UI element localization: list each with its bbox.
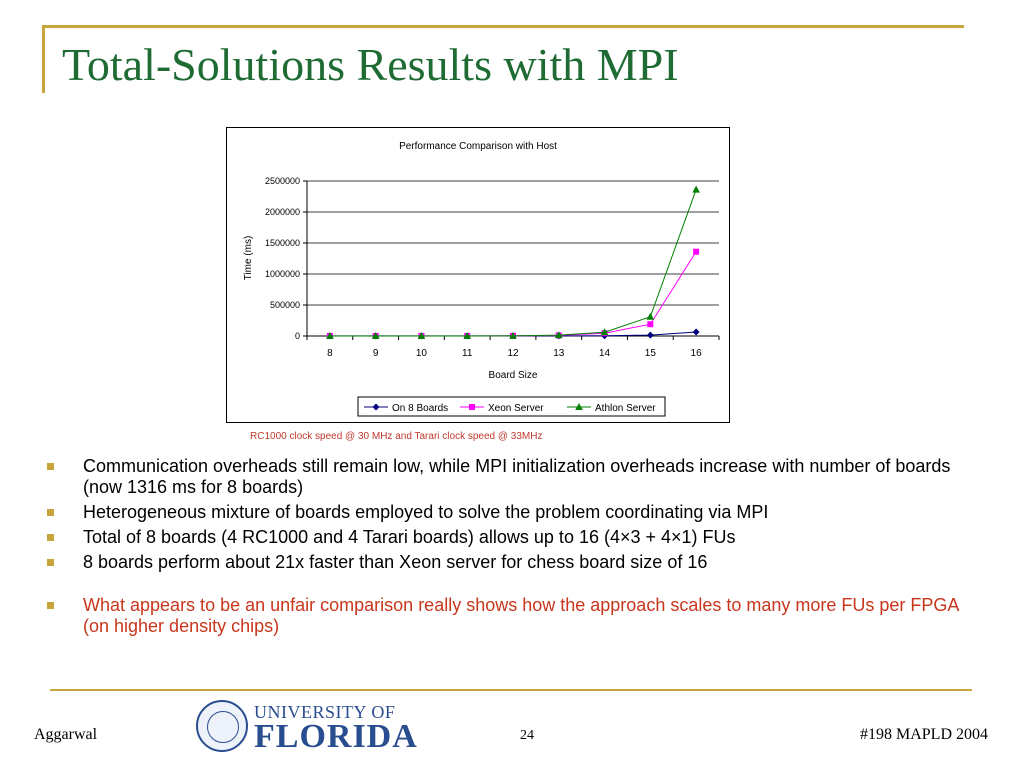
y-tick-label: 0 — [295, 331, 300, 341]
bullet-item: Heterogeneous mixture of boards employed… — [40, 502, 980, 523]
legend-box — [357, 396, 666, 417]
bullet-item: Communication overheads still remain low… — [40, 456, 980, 498]
square-bullet-icon — [47, 559, 54, 566]
performance-chart: Performance Comparison with Host 0 500000… — [243, 141, 720, 417]
x-tick-label: 9 — [373, 348, 379, 359]
y-tick-label: 1500000 — [265, 238, 300, 248]
highlight-bullet-item: What appears to be an unfair comparison … — [40, 595, 980, 637]
logo-text-top: UNIVERSITY OF — [254, 702, 396, 722]
chart-gridlines — [307, 180, 719, 306]
series-line — [329, 251, 697, 337]
x-tick-label: 14 — [599, 348, 611, 359]
chart-legend: On 8 Boards Xeon Server Athlon Server — [364, 403, 656, 414]
data-point — [646, 331, 654, 339]
y-tick-label: 500000 — [270, 300, 300, 310]
data-point — [509, 331, 517, 339]
y-tick-label: 1000000 — [265, 269, 300, 279]
x-axis-label: Board Size — [489, 370, 538, 381]
logo-text-bottom: FLORIDA — [254, 718, 418, 755]
slide-title: Total-Solutions Results with MPI — [62, 39, 679, 90]
data-point — [371, 331, 380, 339]
x-tick-label: 15 — [645, 348, 657, 359]
data-point — [463, 331, 472, 339]
y-tick-label: 2500000 — [265, 176, 300, 186]
x-tick-label: 8 — [327, 348, 333, 359]
square-bullet-icon — [47, 509, 54, 516]
chart-title: Performance Comparison with Host — [399, 141, 557, 152]
legend-label: Athlon Server — [595, 403, 656, 414]
y-tick-label: 2000000 — [265, 207, 300, 217]
chart-frame: Performance Comparison with Host 0 500000… — [226, 127, 730, 423]
title-accent-horizontal — [42, 25, 964, 28]
y-axis-label: Time (ms) — [243, 236, 254, 281]
legend-marker — [575, 403, 583, 410]
data-point — [600, 328, 609, 336]
legend-marker — [372, 403, 380, 411]
highlight-bullet-text: What appears to be an unfair comparison … — [83, 595, 959, 636]
university-seal-icon — [196, 700, 248, 752]
data-point — [692, 185, 700, 193]
data-point — [646, 312, 655, 320]
x-tick-label: 12 — [507, 348, 519, 359]
x-axis-ticks: 8 9 10 11 12 13 14 15 16 — [306, 336, 720, 359]
bullet-text: Communication overheads still remain low… — [83, 456, 951, 497]
square-bullet-icon — [47, 463, 54, 470]
university-logo: UNIVERSITY OF FLORIDA — [196, 700, 417, 756]
footer-event: #198 MAPLD 2004 — [859, 726, 988, 743]
footer-author: Aggarwal — [34, 726, 98, 743]
square-bullet-icon — [47, 602, 54, 609]
data-point — [417, 331, 426, 339]
x-tick-label: 13 — [553, 348, 565, 359]
x-tick-label: 16 — [691, 348, 703, 359]
data-point — [554, 331, 563, 339]
bullet-text: 8 boards perform about 21x faster than X… — [83, 552, 708, 572]
chart-series — [326, 185, 700, 340]
x-tick-label: 11 — [462, 348, 473, 359]
chart-caption: RC1000 clock speed @ 30 MHz and Tarari c… — [250, 431, 543, 442]
data-point — [693, 248, 700, 255]
bullet-list: Communication overheads still remain low… — [40, 456, 980, 641]
page-number: 24 — [520, 728, 534, 743]
y-axis-ticks: 0 500000 1000000 1500000 2000000 2500000 — [265, 176, 307, 341]
square-bullet-icon — [47, 534, 54, 541]
data-point — [692, 328, 700, 336]
bullet-item: 8 boards perform about 21x faster than X… — [40, 552, 980, 573]
data-point — [326, 331, 334, 339]
bullet-text: Heterogeneous mixture of boards employed… — [83, 502, 769, 522]
legend-marker — [469, 404, 475, 410]
data-point — [647, 321, 654, 328]
title-accent-vertical — [42, 25, 45, 93]
legend-label: On 8 Boards — [392, 403, 448, 414]
legend-label: Xeon Server — [488, 403, 544, 414]
footer-divider — [50, 689, 972, 691]
bullet-item: Total of 8 boards (4 RC1000 and 4 Tarari… — [40, 527, 980, 548]
bullet-text: Total of 8 boards (4 RC1000 and 4 Tarari… — [83, 527, 736, 547]
x-tick-label: 10 — [416, 348, 428, 359]
